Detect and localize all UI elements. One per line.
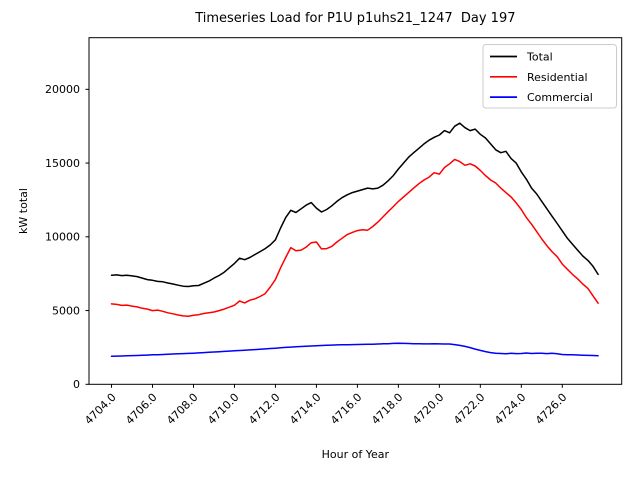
y-tick-label: 5000 xyxy=(52,304,80,317)
x-axis-label: Hour of Year xyxy=(322,448,390,461)
legend-label-commercial: Commercial xyxy=(527,91,593,104)
series-line-total xyxy=(110,122,599,288)
x-tick-label: 4720.0 xyxy=(410,391,446,427)
y-tick-label: 20000 xyxy=(45,83,80,96)
series-line-residential xyxy=(110,158,599,317)
legend-box xyxy=(482,44,617,109)
y-axis-label: kW total xyxy=(17,188,30,234)
x-tick-label: 4716.0 xyxy=(328,391,364,427)
x-tick-label: 4710.0 xyxy=(205,391,241,427)
x-tick-label: 4712.0 xyxy=(246,391,282,427)
x-tick-label: 4724.0 xyxy=(492,391,528,427)
x-tick-label: 4714.0 xyxy=(287,391,323,427)
chart-title: Timeseries Load for P1U p1uhs21_1247 Day… xyxy=(194,11,515,26)
x-tick-label: 4722.0 xyxy=(451,391,487,427)
legend-label-residential: Residential xyxy=(527,71,588,84)
y-tick-label: 15000 xyxy=(45,157,80,170)
legend-label-total: Total xyxy=(526,51,553,64)
x-tick-label: 4726.0 xyxy=(533,391,569,427)
x-tick-label: 4708.0 xyxy=(164,391,200,427)
x-tick-label: 4706.0 xyxy=(123,391,159,427)
series-line-commercial xyxy=(110,342,599,358)
x-tick-label: 4704.0 xyxy=(82,391,118,427)
x-tick-label: 4718.0 xyxy=(369,391,405,427)
y-tick-label: 0 xyxy=(73,378,80,391)
y-tick-label: 10000 xyxy=(45,231,80,244)
plot-border xyxy=(88,37,623,385)
